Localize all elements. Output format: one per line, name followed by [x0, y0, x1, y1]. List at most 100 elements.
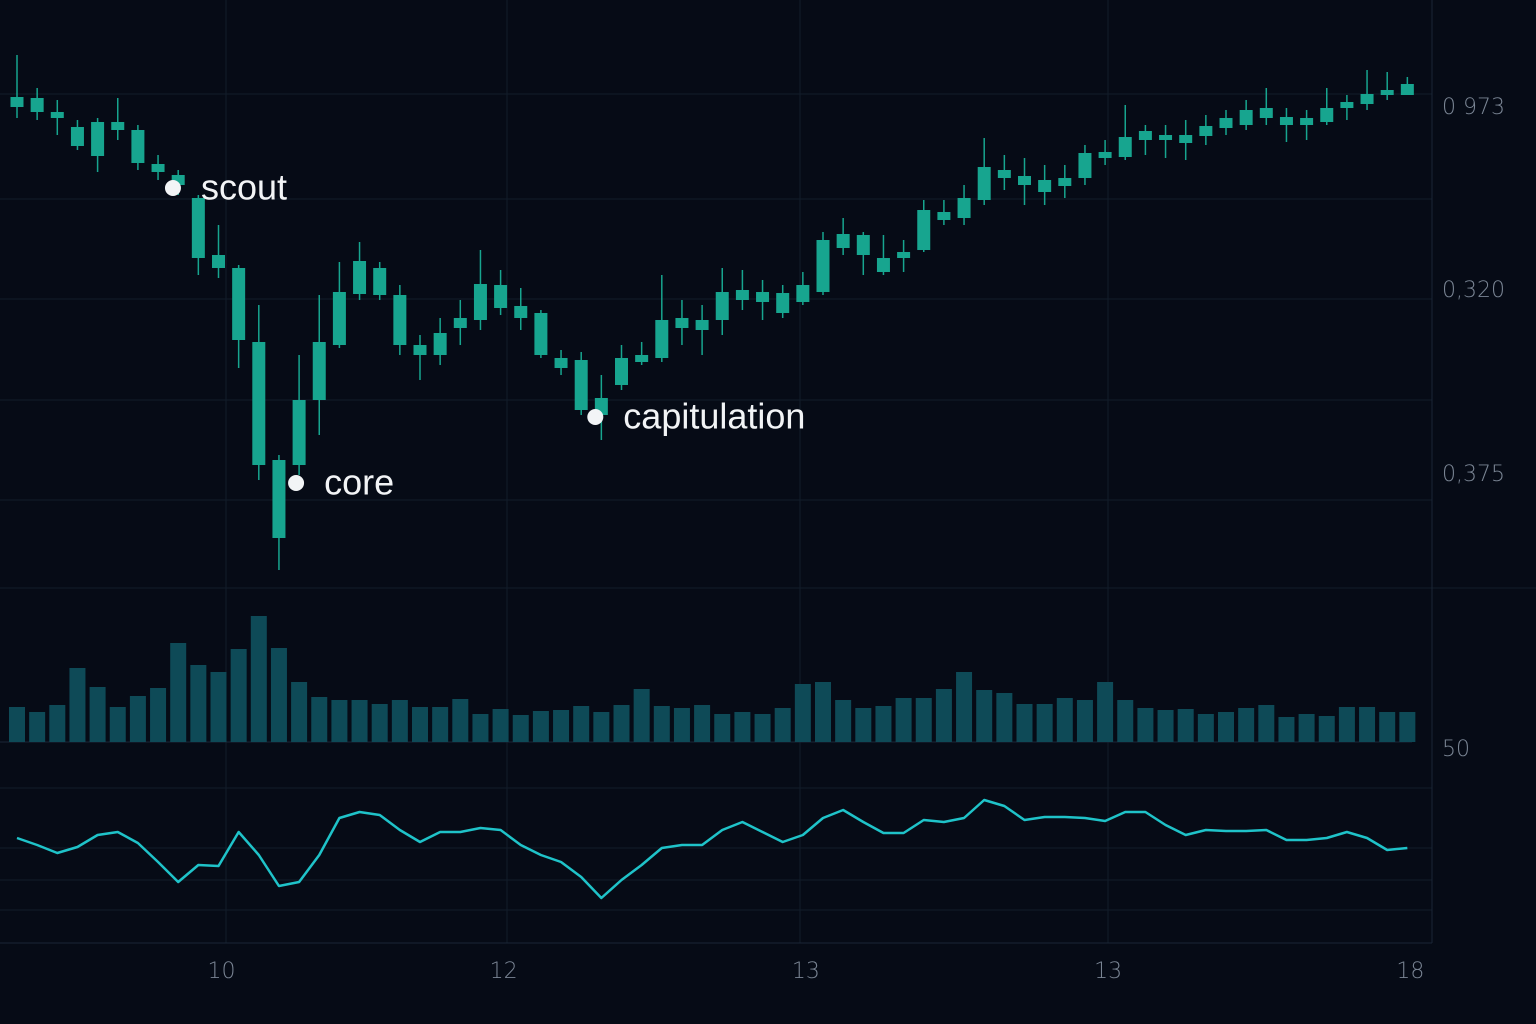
candle-body [917, 210, 931, 250]
candle-body [776, 293, 790, 313]
volume-bar [1379, 712, 1396, 742]
candle-body [856, 235, 870, 255]
volume-bar [109, 707, 126, 742]
volume-bar [1218, 712, 1234, 742]
volume-bar [291, 682, 308, 742]
volume-bar [835, 700, 852, 742]
volume-bar [1298, 714, 1315, 742]
volume-bar [915, 698, 932, 742]
volume-bar [311, 697, 328, 742]
volume-bar [230, 649, 247, 742]
volume-bar [89, 687, 106, 742]
volume-bar [190, 665, 207, 742]
candle-body [1360, 94, 1374, 104]
volume-bar [895, 698, 912, 742]
volume-bar [371, 704, 388, 742]
candle-body [131, 130, 145, 163]
candle-body [494, 285, 508, 308]
volume-bar [150, 688, 167, 742]
volume-bar [1177, 709, 1194, 742]
y-tick-label: 0,320 [1442, 278, 1505, 303]
candle-body [1400, 84, 1414, 95]
volume-bar [815, 682, 831, 742]
volume-bar [673, 708, 690, 742]
volume-bar [1137, 708, 1154, 742]
candle-body [1098, 152, 1112, 158]
candle-body [332, 292, 346, 345]
candle-body [876, 258, 890, 272]
candle-body [353, 261, 367, 294]
candle-body [1320, 108, 1334, 122]
candle-body [756, 292, 770, 302]
candle-body [413, 345, 427, 355]
candle-body [10, 97, 24, 107]
candle-body [1058, 178, 1072, 186]
candle-body [615, 358, 628, 385]
annotation-dot [288, 475, 305, 491]
y-tick-label: 0,375 [1442, 462, 1505, 487]
volume-bar [1318, 716, 1335, 742]
volume-bar [1238, 708, 1255, 742]
candle-body [1279, 117, 1293, 125]
volume-bar [573, 706, 590, 742]
volume-bar [452, 699, 469, 742]
x-tick-label: 13 [1094, 959, 1122, 984]
candle-body [675, 318, 689, 328]
candle-body [232, 268, 246, 340]
candle-body [70, 127, 84, 146]
volume-bar [653, 706, 670, 742]
volume-bar [250, 616, 267, 742]
volume-bar [49, 705, 66, 742]
candle-body [1159, 135, 1173, 140]
candle-body [151, 164, 165, 172]
volume-bar [331, 700, 348, 742]
candle-body [897, 252, 911, 258]
candle-body [1239, 110, 1253, 125]
volume-bar [1359, 707, 1376, 742]
candle-body [957, 198, 971, 218]
candle-body [50, 112, 64, 118]
volume-bar [996, 693, 1013, 742]
volume-bar [774, 708, 791, 742]
candle-body [635, 355, 649, 362]
candle-body [1018, 176, 1031, 185]
volume-bar [9, 707, 25, 742]
x-tick-label: 10 [208, 959, 236, 984]
volume-bar [1338, 707, 1355, 742]
candle-body [91, 122, 105, 156]
volume-bar [29, 712, 46, 742]
annotation-dot [164, 180, 181, 196]
candle-body [191, 198, 205, 258]
volume-bar [1097, 682, 1114, 742]
volume-bar [170, 643, 187, 742]
candle-body [1199, 126, 1213, 136]
volume-bar [129, 696, 146, 742]
annotation-dot [587, 409, 604, 425]
candle-body [836, 234, 850, 248]
candle-body [1038, 180, 1052, 192]
volume-bar [613, 705, 630, 742]
volume-bar [875, 706, 892, 742]
x-tick-label: 12 [490, 959, 518, 984]
volume-bar [391, 700, 408, 742]
candle-body [997, 170, 1011, 178]
volume-bar [1278, 717, 1295, 742]
annotation-label: core [324, 462, 394, 503]
annotation-label: scout [201, 167, 287, 208]
volume-bar [754, 714, 771, 742]
volume-bar [1076, 700, 1093, 742]
candle-body [171, 175, 185, 185]
volume-bar [734, 712, 751, 742]
candle-body [1179, 135, 1193, 143]
candle-body [433, 333, 447, 355]
candle-body [796, 285, 810, 302]
volume-bar [1056, 698, 1073, 742]
volume-bar [1399, 712, 1416, 742]
volume-bar [935, 689, 952, 742]
volume-bar [694, 705, 711, 742]
candle-body [272, 460, 286, 538]
indicator-line [16, 798, 1408, 900]
candle-body [574, 360, 588, 410]
